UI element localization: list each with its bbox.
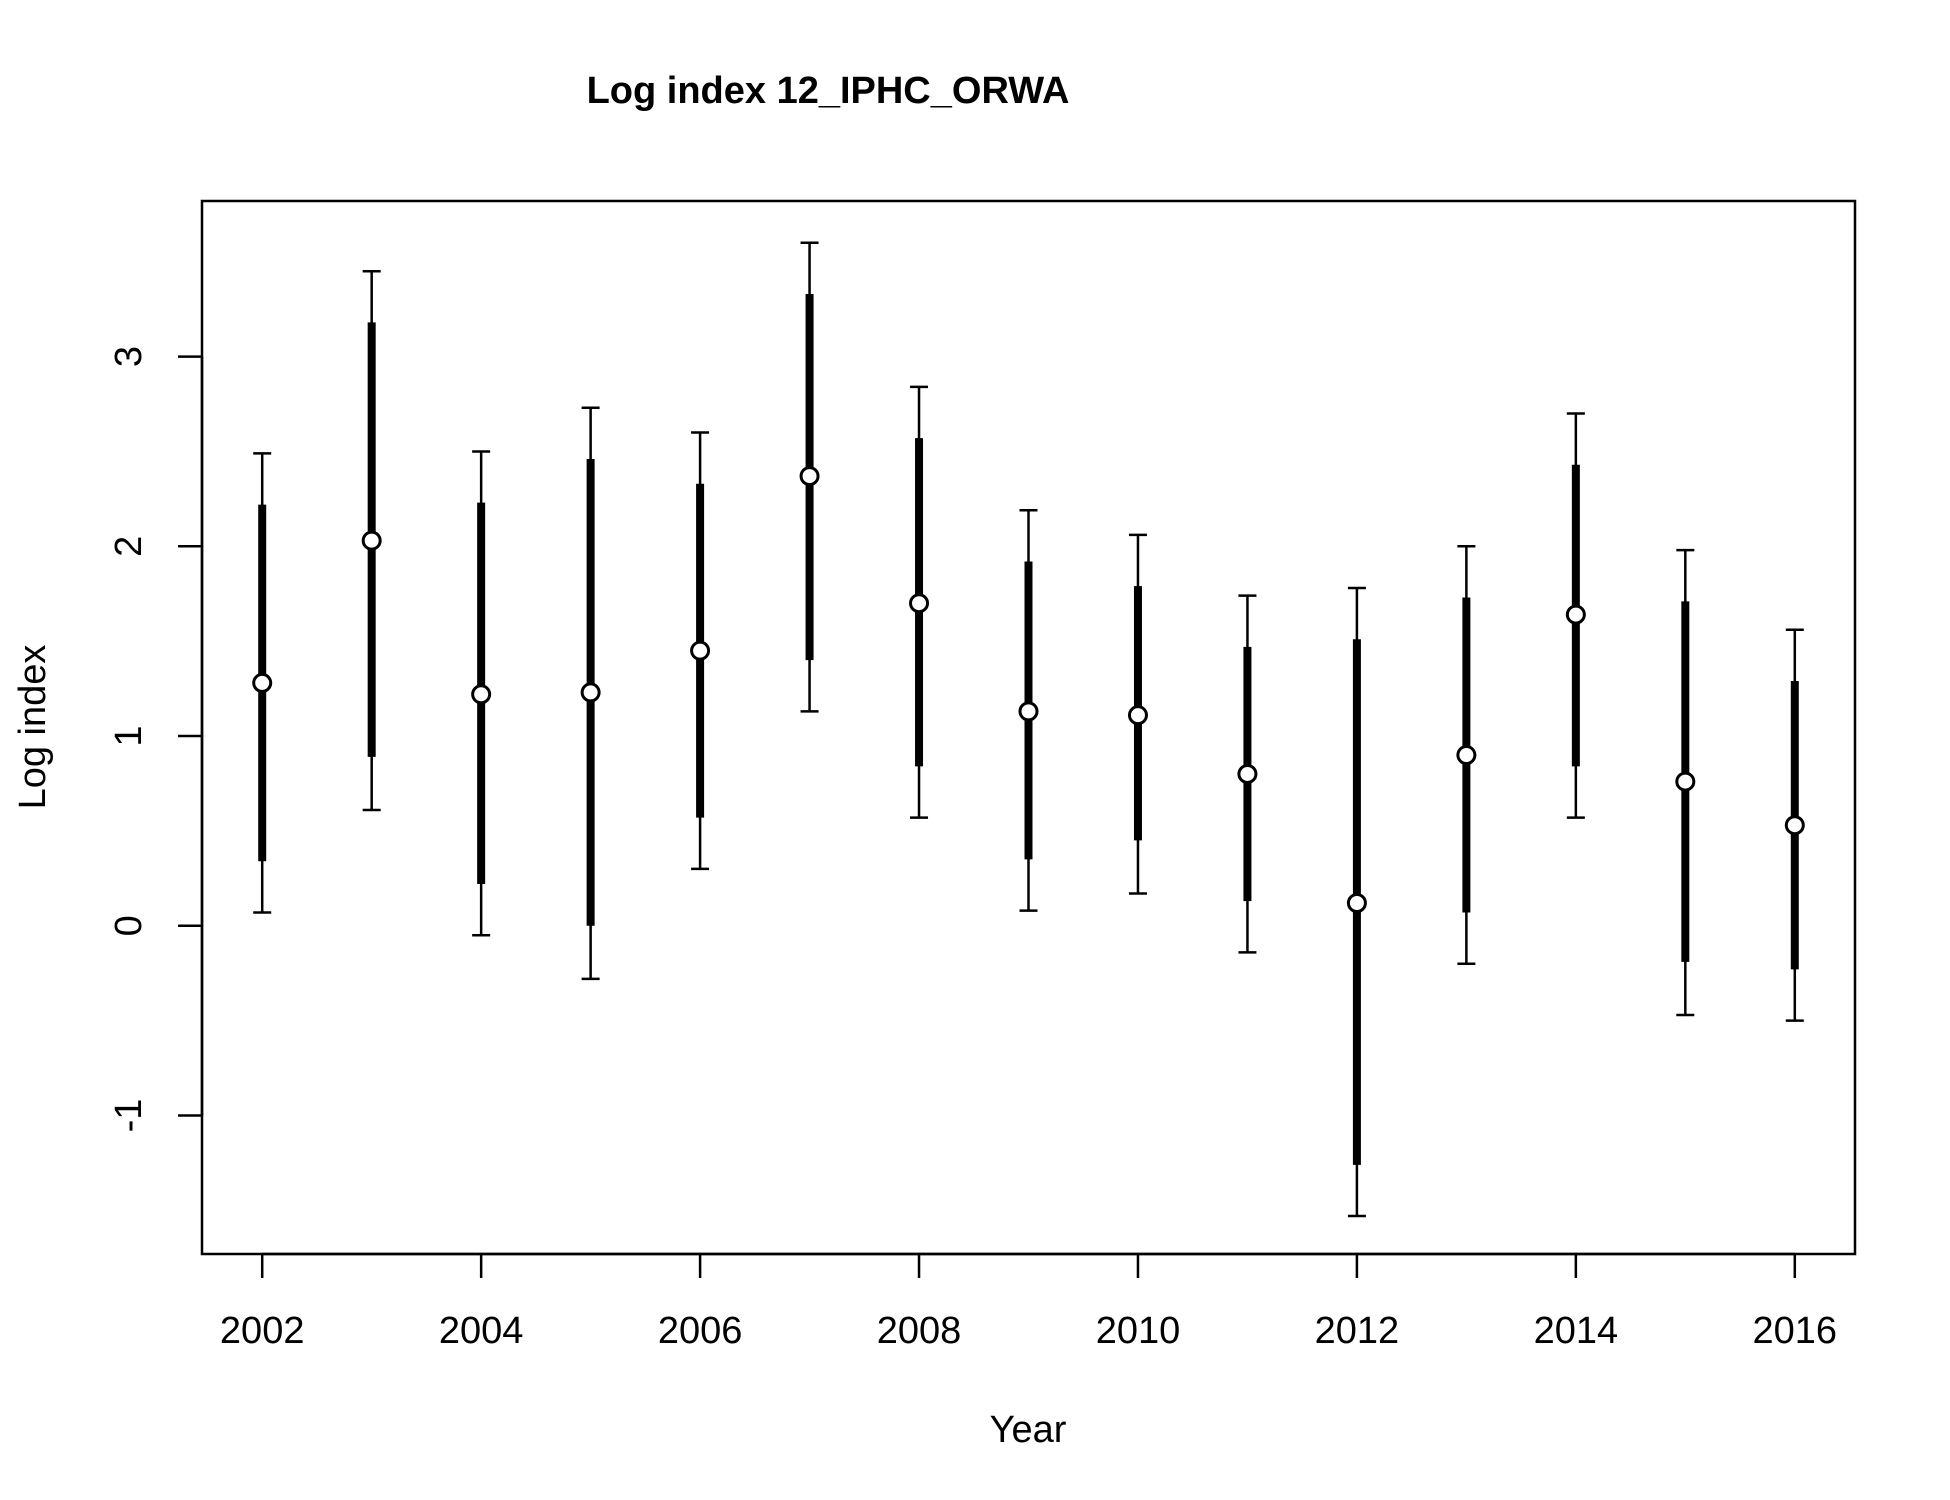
data-point-group [1456, 545, 1477, 965]
data-point [361, 530, 382, 551]
data-point [1675, 771, 1696, 792]
data-point [1018, 701, 1039, 722]
x-axis: 2002 2004 2006 2008 2010 2012 2014 2016 [220, 1252, 1838, 1352]
data-point-group [1675, 548, 1696, 1017]
y-tick-label: 0 [108, 915, 150, 936]
y-tick-label: 1 [108, 725, 150, 746]
y-tick-label: -1 [108, 1099, 150, 1133]
y-tick-label: 2 [108, 536, 150, 557]
data-point-group [580, 406, 601, 981]
data-marks [252, 241, 1805, 1218]
x-tick-label: 2010 [1096, 1310, 1181, 1352]
data-point-group [1784, 628, 1805, 1022]
x-tick-label: 2006 [658, 1310, 743, 1352]
y-axis-label: Log index [12, 645, 54, 810]
data-point [1346, 893, 1367, 913]
data-point-group [799, 241, 820, 713]
x-axis-label: Year [990, 1409, 1067, 1451]
data-point [1237, 763, 1258, 784]
data-point [1127, 705, 1148, 726]
data-point [580, 682, 601, 703]
y-axis: -1 0 1 2 3 [108, 346, 204, 1133]
data-point [471, 684, 492, 705]
data-point-group [690, 431, 711, 871]
data-point [1565, 604, 1586, 625]
x-tick-label: 2008 [877, 1310, 962, 1352]
data-point [1456, 745, 1477, 766]
x-tick-label: 2014 [1534, 1310, 1619, 1352]
y-tick-label: 3 [108, 346, 150, 367]
data-point [252, 672, 273, 693]
data-point [1784, 815, 1805, 836]
data-point [690, 640, 711, 661]
x-tick-label: 2002 [220, 1310, 305, 1352]
data-point [799, 466, 820, 487]
x-tick-label: 2004 [439, 1310, 524, 1352]
data-point-group [1346, 586, 1367, 1218]
data-point-group [909, 385, 930, 819]
x-tick-label: 2012 [1315, 1310, 1400, 1352]
x-tick-label: 2016 [1753, 1310, 1838, 1352]
data-point-group [1237, 594, 1258, 954]
data-point-group [1127, 533, 1148, 895]
data-point-group [1018, 509, 1039, 912]
data-point-group [1565, 412, 1586, 819]
chart-title: Log index 12_IPHC_ORWA [587, 70, 1070, 112]
data-point-group [361, 269, 382, 812]
data-point-group [471, 450, 492, 937]
data-point-group [252, 452, 273, 914]
data-point [909, 593, 930, 614]
